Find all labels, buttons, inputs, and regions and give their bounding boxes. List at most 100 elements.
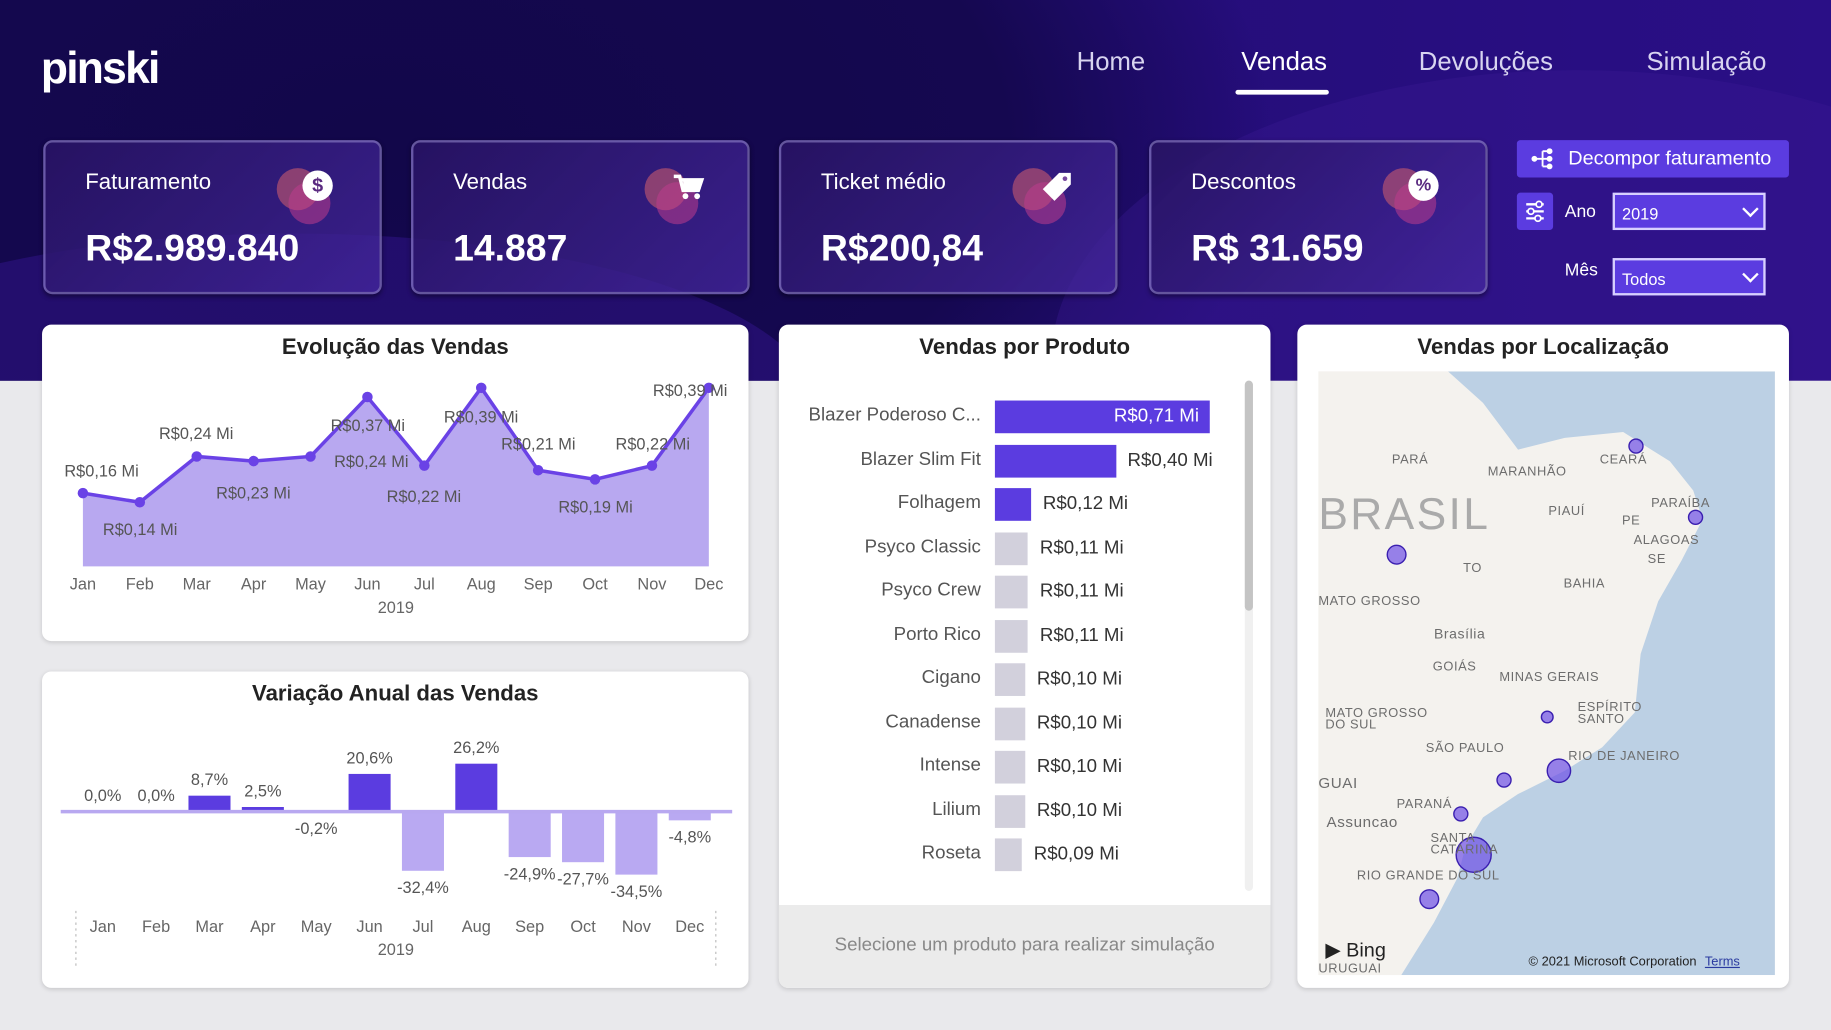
map-place-label: CEARÁ [1599,453,1647,468]
x-tick-label: Aug [467,576,496,594]
evolucao-vendas-card: Evolução das Vendas R$0,16 Mi Jan R$0,14 M… [42,324,749,642]
terms-link[interactable]: Terms [1704,955,1740,970]
product-bar[interactable] [994,794,1026,828]
product-bar[interactable] [994,707,1026,740]
data-label: 0,0% [84,787,121,805]
nav-home[interactable]: Home [1076,46,1146,76]
filter-sliders-icon[interactable] [1516,192,1554,231]
simulation-hint: Selecione um produto para realizar simul… [778,904,1271,988]
product-name: Psyco Crew [881,580,981,601]
x-tick-label: Mar [195,918,224,936]
vendas-produto-card: Vendas por Produto Blazer Poderoso C... R… [778,324,1271,988]
map-place-label: BRASIL [1318,490,1491,540]
map-place-label: SANTA CATARINA [1430,831,1499,858]
map-place-label: GUAI [1318,774,1358,792]
product-value: R$0,10 Mi [1036,712,1122,733]
product-name: Psyco Classic [864,536,981,557]
product-bar[interactable] [994,663,1026,696]
x-tick-label: Jun [356,918,382,936]
data-label: R$0,21 Mi [501,436,575,454]
map-place-label: PE [1621,513,1641,528]
map-place-label: PARAÍBA [1651,496,1710,511]
product-value: R$0,09 Mi [1033,844,1119,865]
map-attribution: © 2021 Microsoft Corporation [1528,955,1697,970]
scrollbar[interactable] [1244,380,1253,891]
x-tick-label: Jul [414,576,435,594]
dollar-icon: $ [276,166,342,231]
x-axis-title: 2019 [378,599,414,617]
series-line [82,384,711,505]
product-name: Canadense [885,711,981,732]
product-value: R$0,11 Mi [1039,537,1124,558]
map-place-label: BAHIA [1563,576,1606,591]
data-label: -34,5% [611,883,663,901]
location-bubble [1496,772,1512,788]
product-bar[interactable] [994,488,1032,521]
tag-icon [1012,166,1077,231]
data-point [77,487,89,499]
data-label: R$0,39 Mi [653,382,727,400]
map-place-label: RIO GRANDE DO SUL [1356,868,1500,883]
product-bar[interactable] [994,750,1026,784]
data-label: 8,7% [191,771,228,789]
data-point [134,497,146,508]
bar [241,807,284,812]
kpi-vendas: Vendas 14.887 [411,140,750,295]
nav-devolucoes[interactable]: Devoluções [1418,46,1554,76]
data-point [475,382,487,394]
decompor-label: Decompor faturamento [1568,147,1772,170]
kpi-title: Vendas [453,170,528,196]
location-bubble [1687,509,1704,526]
data-label: -32,4% [397,879,449,897]
discount-icon: % [1382,166,1448,231]
decompor-faturamento-button[interactable]: Decompor faturamento [1516,140,1789,178]
product-value: R$0,10 Mi [1036,800,1122,821]
data-label: R$0,24 Mi [159,425,233,443]
product-bar[interactable] [994,838,1023,872]
data-label: R$0,39 Mi [444,409,518,427]
scrollbar-thumb[interactable] [1244,380,1253,611]
data-label: -0,2% [295,820,338,838]
map[interactable]: PARÁ MARANHÃO CEARÁ BRASIL PIAUÍ PARAÍBA PE ALA… [1318,371,1775,976]
chart-title: Variação Anual das Vendas [252,681,539,707]
product-name: Porto Rico [893,624,981,645]
nav-vendas[interactable]: Vendas [1241,46,1328,76]
x-tick-label: Feb [142,918,170,936]
product-bar[interactable] [994,531,1029,565]
location-bubble [1628,438,1644,454]
product-bar[interactable] [994,400,1210,434]
product-bar[interactable] [994,619,1029,653]
x-axis-title: 2019 [378,941,414,959]
data-point [248,455,259,467]
data-label: R$0,19 Mi [558,499,632,517]
mes-dropdown[interactable]: Todos [1612,258,1766,296]
bar [348,773,391,812]
product-name: Folhagem [897,492,981,513]
bar [508,811,551,858]
map-place-label: ESPÍRITO SANTO [1577,700,1643,727]
product-name: Lilium [932,799,981,820]
product-bar[interactable] [994,575,1029,609]
decomposition-tree-icon [1531,148,1553,170]
data-label: -24,9% [504,865,556,883]
x-tick-label: Oct [582,576,608,594]
kpi-title: Faturamento [85,170,212,196]
location-bubble [1455,836,1492,873]
data-point [305,451,316,462]
map-place-label: MARANHÃO [1487,464,1567,479]
product-value: R$0,11 Mi [1039,581,1124,602]
kpi-value: R$2.989.840 [85,226,300,269]
data-label: R$0,22 Mi [616,436,690,454]
map-place-label: PIAUÍ [1548,504,1585,519]
data-label: 2,5% [244,782,281,800]
data-label: R$0,37 Mi [331,417,405,435]
map-place-label: RIO DE JANEIRO [1568,749,1680,764]
bar [562,811,605,863]
variacao-anual-card: Variação Anual das Vendas 0,0% Jan 0,0% Feb… [42,671,749,988]
product-bar[interactable] [994,444,1116,478]
nav-simulacao[interactable]: Simulação [1646,46,1767,76]
ano-dropdown[interactable]: 2019 [1612,192,1766,231]
product-name: Blazer Slim Fit [860,448,981,469]
x-tick-label: May [301,918,333,936]
